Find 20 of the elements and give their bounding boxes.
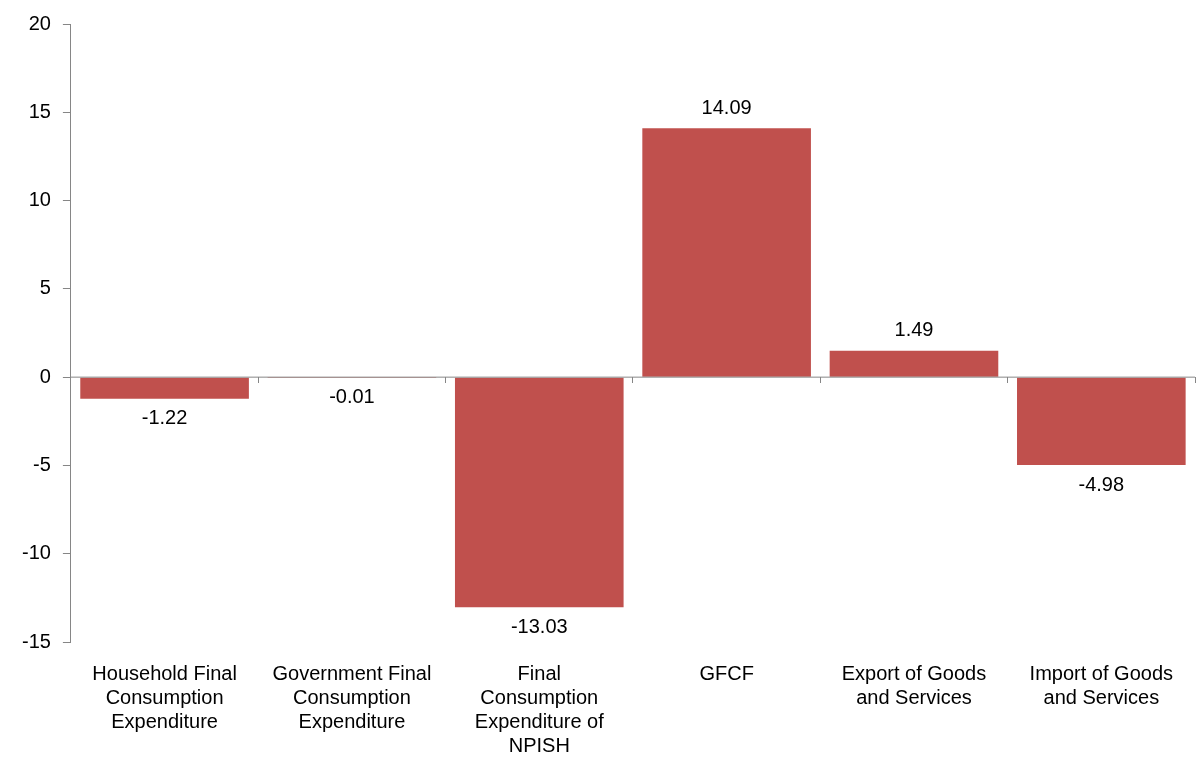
y-tick-label: -15 xyxy=(22,629,51,652)
data-label: -4.98 xyxy=(1078,472,1125,495)
y-tick-label: 20 xyxy=(28,11,51,34)
data-label: 14.09 xyxy=(701,95,752,118)
y-tick-label: 15 xyxy=(28,99,51,122)
y-tick-label: 5 xyxy=(39,276,51,299)
data-label: 1.49 xyxy=(894,318,934,341)
data-label: -0.01 xyxy=(329,384,375,407)
x-tick-label: Import of Goods and Services xyxy=(1029,661,1174,708)
y-tick-label: -5 xyxy=(33,452,51,475)
x-tick-label: GFCF xyxy=(699,661,754,684)
data-label: -1.22 xyxy=(141,406,188,429)
x-tick-label: Final Consumption Expenditure of NPISH xyxy=(474,661,605,756)
y-tick-label: -10 xyxy=(22,541,51,564)
x-tick-label: Household Final Consumption Expenditure xyxy=(92,661,237,732)
y-tick-label: 0 xyxy=(39,364,51,387)
x-tick-label: Export of Goods and Services xyxy=(841,661,987,708)
y-tick-label: 10 xyxy=(28,188,51,211)
data-label: -13.03 xyxy=(510,614,568,637)
x-tick-label: Government Final Consumption Expenditure xyxy=(272,661,432,732)
